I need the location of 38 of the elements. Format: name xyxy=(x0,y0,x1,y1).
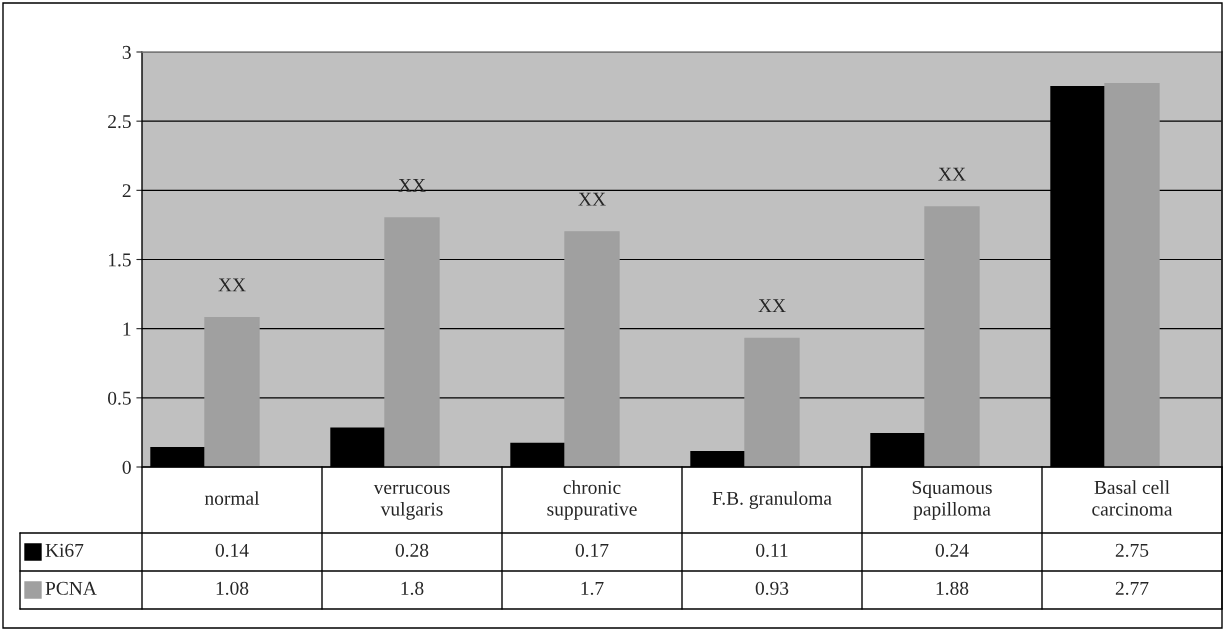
x-tick-label: normal xyxy=(204,491,260,505)
annotation: XX xyxy=(758,299,786,312)
data-label: 1.08 xyxy=(216,581,249,595)
y-tick-label: 0 xyxy=(122,460,131,474)
data-label: 0.93 xyxy=(755,581,789,595)
y-tick-label: 1.5 xyxy=(108,253,131,267)
legend-label: Ki67 xyxy=(45,543,84,557)
bar xyxy=(564,231,620,467)
bar xyxy=(384,217,440,467)
y-tick-label: 0.5 xyxy=(108,391,131,405)
x-tick-label: chronic suppurative xyxy=(547,480,637,520)
x-tick-label: verrucous vulgaris xyxy=(373,484,450,520)
y-tick-label: 2.5 xyxy=(108,115,131,129)
annotation: XX xyxy=(398,178,426,192)
data-label: 0.28 xyxy=(395,543,429,557)
bar xyxy=(744,337,800,467)
y-tick-label: 2 xyxy=(122,184,131,198)
data-label: 0.17 xyxy=(575,543,609,557)
y-tick-label: 1 xyxy=(123,322,131,336)
legend-label: PCNA xyxy=(45,581,97,595)
data-label: 0.14 xyxy=(215,543,249,557)
y-tick-label: 3 xyxy=(122,45,131,59)
annotation: XX xyxy=(938,167,966,181)
bar xyxy=(924,206,980,467)
data-label: 2.75 xyxy=(1115,543,1149,557)
data-label: 1.8 xyxy=(401,581,424,595)
bar xyxy=(1104,83,1160,467)
data-label: 2.77 xyxy=(1115,581,1149,595)
data-label: 0.24 xyxy=(935,543,969,557)
data-label: 1.88 xyxy=(936,581,969,595)
x-tick-label: Squamous papilloma xyxy=(912,480,992,520)
bar xyxy=(204,316,260,467)
data-label: 1.7 xyxy=(581,581,604,595)
x-tick-label: F.B. granuloma xyxy=(712,491,832,509)
annotation: XX xyxy=(578,192,606,206)
annotation: XX xyxy=(218,278,246,292)
x-tick-label: Basal cell carcinoma xyxy=(1092,480,1173,516)
data-label: 0.11 xyxy=(756,543,788,557)
